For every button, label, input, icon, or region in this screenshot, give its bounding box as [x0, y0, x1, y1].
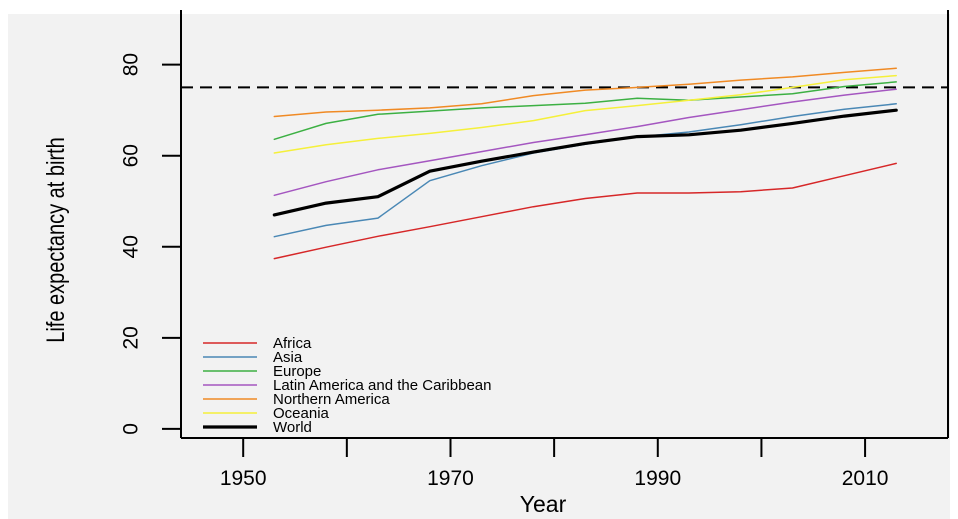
x-tick-label: 1990 [634, 467, 681, 490]
legend-label-oceania: Oceania [273, 405, 330, 422]
series-lines [272, 67, 898, 260]
y-axis: 0 20 40 60 80 [120, 53, 181, 435]
legend-label-asia: Asia [273, 349, 303, 366]
series-line-world [272, 108, 898, 217]
series-line-asia [273, 103, 897, 238]
y-tick-label: 40 [120, 235, 143, 258]
x-tick-label: 2010 [842, 467, 889, 490]
series-line-oceania [273, 74, 897, 154]
series-line-europe [273, 81, 897, 141]
y-tick-label: 60 [120, 144, 143, 167]
series-line-latin-america-and-the-caribbean [273, 88, 897, 197]
legend-label-world: World [273, 419, 312, 436]
legend-label-latin-america-and-the-caribbean: Latin America and the Caribbean [273, 377, 491, 394]
y-axis-title: Life expectancy at birth [42, 137, 70, 343]
x-tick-label: 1970 [427, 467, 474, 490]
y-tick-label: 80 [120, 53, 143, 76]
x-tick-label: 1950 [220, 467, 267, 490]
x-axis-title: Year [520, 491, 567, 517]
legend-label-africa: Africa [273, 335, 312, 352]
series-line-africa [273, 162, 897, 260]
legend-label-europe: Europe [273, 363, 321, 380]
series-line-northern-america [273, 67, 897, 118]
plot-panel [8, 14, 950, 519]
y-tick-label: 0 [120, 423, 143, 435]
x-axis: 1950 1970 1990 2010 [220, 438, 889, 490]
legend-label-northern-america: Northern America [273, 391, 390, 408]
y-tick-label: 20 [120, 326, 143, 349]
